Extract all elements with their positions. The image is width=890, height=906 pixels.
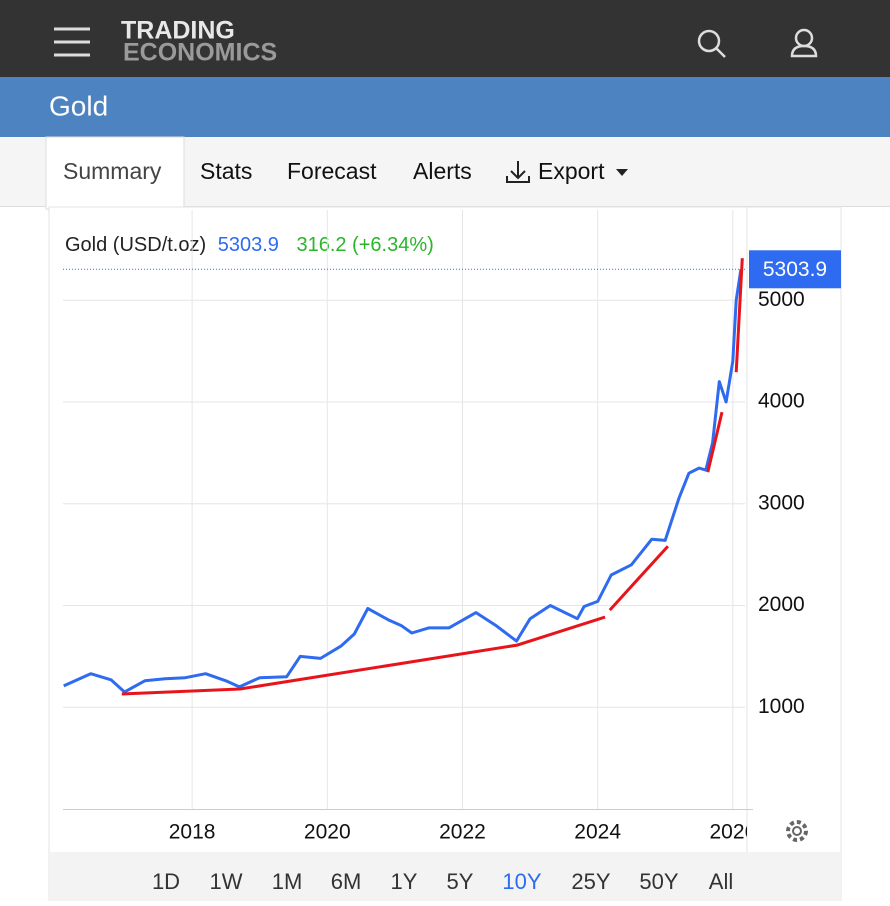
logo-top[interactable]: TRADING (121, 17, 235, 45)
range-button[interactable]: 1Y (391, 869, 418, 894)
trend-line (608, 545, 670, 612)
x-tick-label: 2020 (304, 821, 351, 844)
user-icon[interactable] (790, 28, 818, 58)
settings-icon[interactable] (786, 820, 808, 842)
tab[interactable]: Forecast (287, 158, 377, 184)
range-button[interactable]: 1M (272, 869, 303, 894)
range-button[interactable]: 1W (210, 869, 243, 894)
y-tick-label: 2000 (758, 593, 805, 616)
trend-line (706, 411, 724, 473)
tab[interactable]: Export (538, 158, 605, 184)
y-tick-label: 1000 (758, 695, 805, 718)
series-name: Gold (USD/t.oz) (65, 234, 206, 256)
dropdown-caret[interactable] (616, 169, 628, 176)
range-button[interactable]: 10Y (502, 869, 541, 894)
x-tick-label: 2024 (574, 821, 621, 844)
trend-line (121, 615, 606, 696)
tab[interactable]: Summary (63, 158, 162, 184)
range-button[interactable]: 1D (152, 869, 180, 894)
y-tick-label: 3000 (758, 491, 805, 514)
x-tick-label: 2026 (709, 821, 756, 844)
change: 316.2 (+6.34%) (296, 234, 433, 256)
legend-line: Gold (USD/t.oz) 5303.9 316.2 (+6.34%) (65, 234, 434, 256)
price-line (63, 269, 743, 694)
y-tick-label: 4000 (758, 390, 805, 413)
menu-icon[interactable] (54, 27, 90, 57)
x-ticks: 2018 2020 2022 2024 2026 (169, 210, 756, 844)
tab[interactable]: Stats (200, 158, 252, 184)
tab[interactable]: Alerts (413, 158, 472, 184)
range-button[interactable]: All (709, 869, 733, 894)
last-value: 5303.9 (218, 234, 279, 256)
range-button[interactable]: 5Y (447, 869, 474, 894)
page-title: Gold (49, 90, 108, 121)
last-value-label: 5303.9 (763, 258, 827, 281)
range-bar (49, 852, 841, 901)
x-tick-label: 2022 (439, 821, 486, 844)
range-button[interactable]: 25Y (571, 869, 610, 894)
search-icon[interactable] (697, 29, 726, 58)
trend-line (734, 258, 744, 373)
chart-card (48, 206, 842, 902)
top-bar (0, 0, 890, 77)
title-bar (0, 77, 890, 137)
y-tick-label: 5000 (758, 288, 805, 311)
last-value-badge (749, 250, 841, 289)
range-button[interactable]: 50Y (639, 869, 678, 894)
x-tick-label: 2018 (169, 821, 216, 844)
download-icon[interactable] (506, 161, 530, 183)
range-button[interactable]: 6M (331, 869, 362, 894)
logo-bottom[interactable]: ECONOMICS (123, 39, 277, 67)
